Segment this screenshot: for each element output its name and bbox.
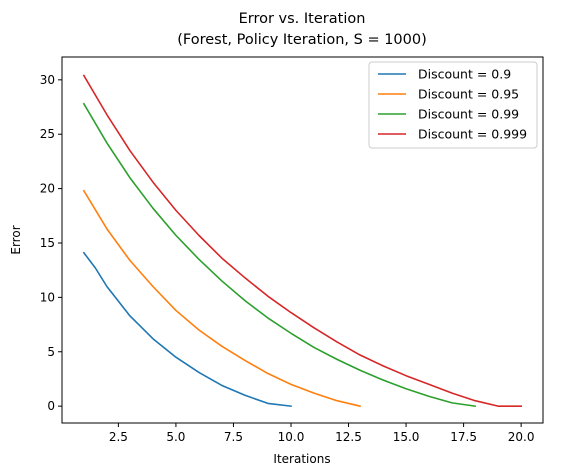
x-tick-label: 7.5 [224, 430, 243, 444]
series-line-2 [84, 191, 360, 406]
y-tick-label: 25 [40, 127, 55, 141]
legend-label-4: Discount = 0.999 [418, 127, 527, 142]
x-tick-label: 2.5 [109, 430, 128, 444]
series-line-3 [84, 104, 475, 406]
x-tick-label: 12.5 [335, 430, 362, 444]
y-tick-label: 30 [40, 73, 55, 87]
x-tick-label: 10.0 [278, 430, 305, 444]
y-tick-label: 0 [47, 399, 55, 413]
x-axis-ticks: 2.5 5.0 7.5 10.0 12.5 15.0 17.5 20.0 [109, 423, 535, 444]
x-tick-label: 17.5 [450, 430, 477, 444]
y-tick-label: 15 [40, 236, 55, 250]
legend-label-3: Discount = 0.99 [418, 107, 519, 122]
x-tick-label: 20.0 [508, 430, 535, 444]
y-tick-label: 5 [47, 345, 55, 359]
x-axis-label: Iterations [273, 452, 330, 466]
legend: Discount = 0.9 Discount = 0.95 Discount = … [369, 62, 537, 148]
legend-label-1: Discount = 0.9 [418, 67, 511, 82]
series-line-1 [84, 253, 291, 406]
y-tick-label: 10 [40, 290, 55, 304]
legend-label-2: Discount = 0.95 [418, 87, 519, 102]
x-tick-label: 15.0 [393, 430, 420, 444]
y-axis-label: Error [9, 225, 23, 254]
y-axis-ticks: 0 5 10 15 20 25 30 [40, 73, 62, 413]
x-tick-label: 5.0 [166, 430, 185, 444]
chart-title-line-1: Error vs. Iteration [239, 11, 366, 27]
chart-title-line-2: (Forest, Policy Iteration, S = 1000) [177, 32, 427, 48]
y-tick-label: 20 [40, 182, 55, 196]
